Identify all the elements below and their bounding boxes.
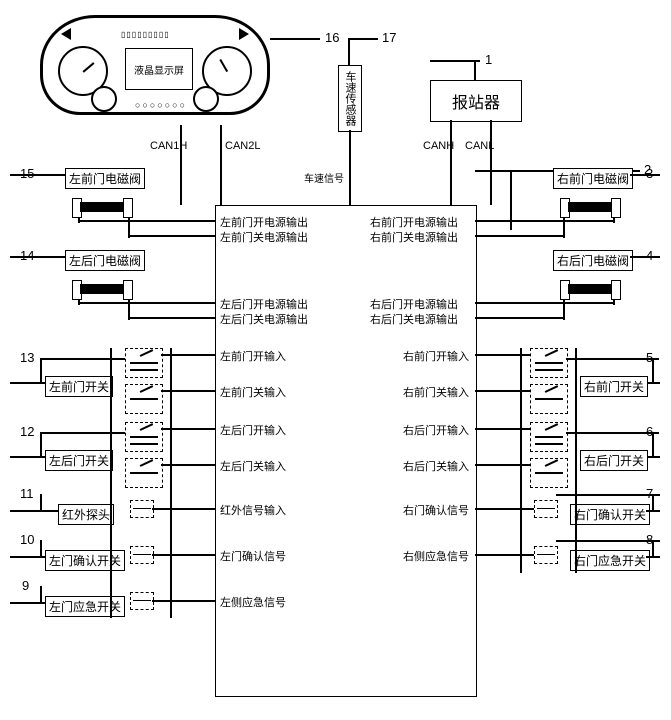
left-rear-door-switch	[125, 422, 163, 452]
num-11: 11	[20, 486, 34, 501]
left-rear-door-switch-2	[125, 458, 163, 488]
canl-label: CANL	[465, 140, 494, 152]
num-17: 17	[382, 30, 396, 45]
io-r-rear-open-in: 右后门开输入	[403, 422, 469, 438]
left-confirm-switch	[130, 546, 154, 564]
num-4: 4	[646, 248, 653, 263]
io-l-rear-open-in: 左后门开输入	[220, 422, 286, 438]
left-emerg-switch	[130, 592, 154, 610]
num-10: 10	[20, 532, 34, 547]
io-r-confirm: 右门确认信号	[403, 502, 469, 518]
right-rear-valve-label: 右后门电磁阀	[553, 250, 633, 271]
num-3: 3	[646, 166, 653, 181]
io-l-rear-open-out: 左后门开电源输出	[220, 296, 308, 312]
controller-box	[215, 205, 477, 697]
wiring-diagram: 液晶显示屏 ○○○○○○○ ▯▯▯▯▯▯▯▯▯ 16 CAN1H CAN2L 车…	[10, 10, 661, 710]
lcd-screen: 液晶显示屏	[125, 48, 193, 90]
num-9: 9	[22, 578, 29, 593]
canh-label: CANH	[423, 140, 454, 152]
io-l-rear-close-in: 左后门关输入	[220, 458, 286, 474]
num-15: 15	[20, 166, 34, 181]
right-confirm-label: 右门确认开关	[570, 504, 650, 525]
can1h-label: CAN1H	[150, 140, 187, 152]
left-emerg-label: 左门应急开关	[45, 596, 125, 617]
num-13: 13	[20, 350, 34, 365]
right-rear-door-switch-2	[530, 458, 568, 488]
io-r-rear-close-out: 右后门关电源输出	[370, 311, 458, 327]
io-l-emerg: 左侧应急信号	[220, 594, 286, 610]
io-l-front-open-out: 左前门开电源输出	[220, 214, 308, 230]
io-l-front-close-in: 左前门关输入	[220, 384, 286, 400]
speed-signal-label: 车速信号	[304, 170, 344, 185]
num-16: 16	[325, 30, 339, 45]
left-front-sw-label: 左前门开关	[45, 376, 113, 397]
right-front-valve-label: 右前门电磁阀	[553, 168, 633, 189]
left-rear-sw-label: 左后门开关	[45, 450, 113, 471]
io-r-rear-close-in: 右后门关输入	[403, 458, 469, 474]
right-rear-door-switch	[530, 422, 568, 452]
right-emerg-switch	[534, 546, 558, 564]
io-l-front-open-in: 左前门开输入	[220, 348, 286, 364]
io-l-confirm: 左门确认信号	[220, 548, 286, 564]
speed-sensor: 车速传感器	[338, 65, 362, 132]
io-l-rear-close-out: 左后门关电源输出	[220, 311, 308, 327]
right-rear-sw-label: 右后门开关	[580, 450, 648, 471]
announcer: 报站器	[430, 80, 522, 122]
left-front-door-switch-2	[125, 384, 163, 414]
left-rear-valve-label: 左后门电磁阀	[65, 250, 145, 271]
left-front-valve-label: 左前门电磁阀	[65, 168, 145, 189]
right-front-door-switch-2	[530, 384, 568, 414]
left-confirm-label: 左门确认开关	[45, 550, 125, 571]
num-1: 1	[485, 52, 492, 67]
io-r-front-close-out: 右前门关电源输出	[370, 229, 458, 245]
right-emerg-label: 右门应急开关	[570, 550, 650, 571]
right-confirm-switch	[534, 500, 558, 518]
io-r-front-open-in: 右前门开输入	[403, 348, 469, 364]
io-r-rear-open-out: 右后门开电源输出	[370, 296, 458, 312]
io-r-emerg: 右侧应急信号	[403, 548, 469, 564]
right-front-sw-label: 右前门开关	[580, 376, 648, 397]
io-ir-in: 红外信号输入	[220, 502, 286, 518]
num-12: 12	[20, 424, 34, 439]
num-14: 14	[20, 248, 34, 263]
io-l-front-close-out: 左前门关电源输出	[220, 229, 308, 245]
ir-sensor	[130, 500, 154, 518]
can2l-label: CAN2L	[225, 140, 260, 152]
io-r-front-close-in: 右前门关输入	[403, 384, 469, 400]
right-front-door-switch	[530, 348, 568, 378]
dashboard-cluster: 液晶显示屏 ○○○○○○○ ▯▯▯▯▯▯▯▯▯	[40, 15, 270, 125]
io-r-front-open-out: 右前门开电源输出	[370, 214, 458, 230]
ir-label: 红外探头	[58, 504, 114, 525]
left-front-door-switch	[125, 348, 163, 378]
